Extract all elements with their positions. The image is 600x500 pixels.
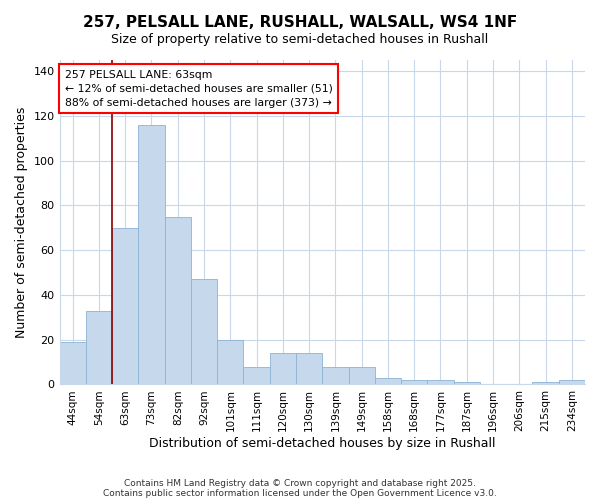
Text: 257, PELSALL LANE, RUSHALL, WALSALL, WS4 1NF: 257, PELSALL LANE, RUSHALL, WALSALL, WS4… — [83, 15, 517, 30]
Bar — [401, 380, 427, 384]
Text: Size of property relative to semi-detached houses in Rushall: Size of property relative to semi-detach… — [112, 32, 488, 46]
Y-axis label: Number of semi-detached properties: Number of semi-detached properties — [15, 106, 28, 338]
Bar — [59, 342, 86, 384]
Bar — [191, 280, 217, 384]
X-axis label: Distribution of semi-detached houses by size in Rushall: Distribution of semi-detached houses by … — [149, 437, 496, 450]
Bar — [375, 378, 401, 384]
Text: 257 PELSALL LANE: 63sqm
← 12% of semi-detached houses are smaller (51)
88% of se: 257 PELSALL LANE: 63sqm ← 12% of semi-de… — [65, 70, 332, 108]
Bar — [349, 366, 375, 384]
Bar — [454, 382, 480, 384]
Bar — [164, 216, 191, 384]
Bar — [296, 353, 322, 384]
Bar — [139, 125, 164, 384]
Bar — [532, 382, 559, 384]
Text: Contains public sector information licensed under the Open Government Licence v3: Contains public sector information licen… — [103, 488, 497, 498]
Bar — [427, 380, 454, 384]
Bar — [322, 366, 349, 384]
Bar — [244, 366, 270, 384]
Text: Contains HM Land Registry data © Crown copyright and database right 2025.: Contains HM Land Registry data © Crown c… — [124, 478, 476, 488]
Bar — [270, 353, 296, 384]
Bar — [86, 310, 112, 384]
Bar — [559, 380, 585, 384]
Bar — [112, 228, 139, 384]
Bar — [217, 340, 244, 384]
